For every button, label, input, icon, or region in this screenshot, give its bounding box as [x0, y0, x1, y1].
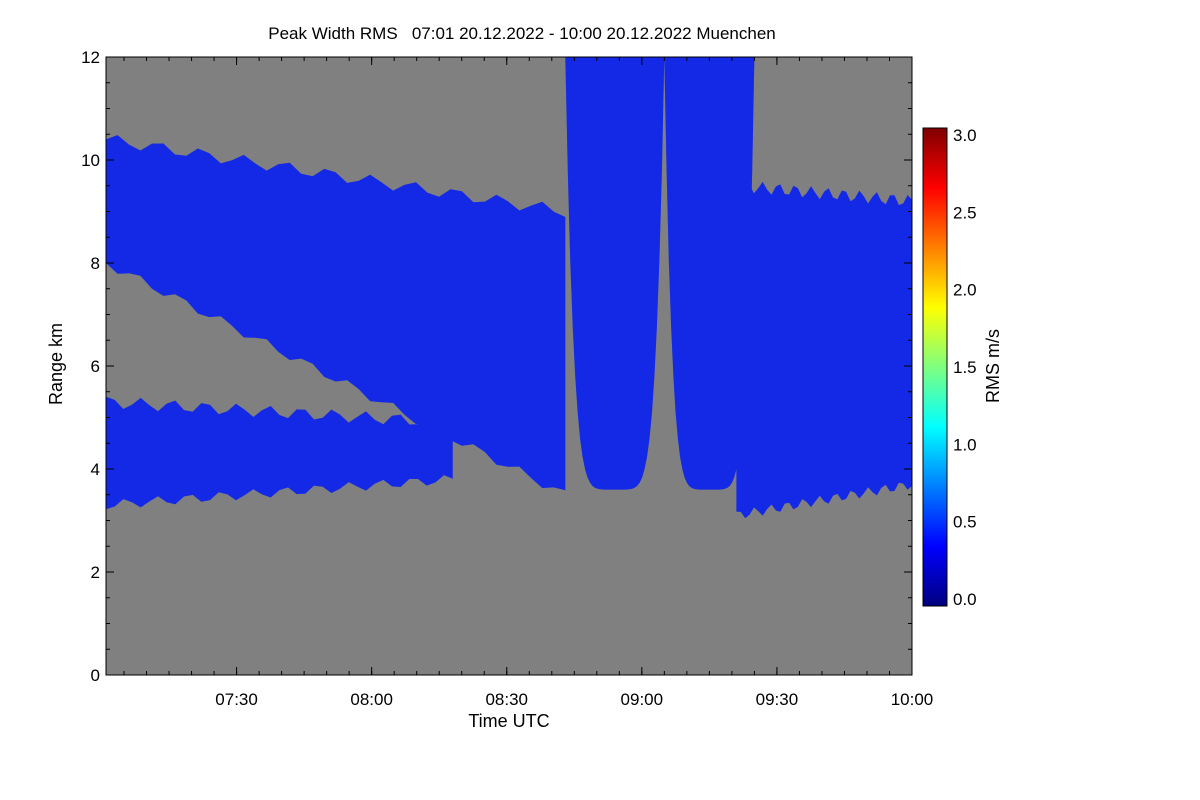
echo-region-shade	[664, 57, 755, 490]
y-tick-label: 4	[91, 460, 100, 479]
y-tick-label: 0	[91, 666, 100, 685]
colorbar-label: RMS m/s	[983, 329, 1003, 403]
x-axis: 07:30 08:00 08:30 09:00 09:30 10:00	[123, 57, 934, 709]
colorbar-tick-label: 3.0	[953, 126, 977, 145]
colorbar-tick-label: 2.0	[953, 281, 977, 300]
colorbar-tick-label: 0.5	[953, 513, 977, 532]
colorbar-tick-label: 2.5	[953, 203, 977, 222]
colorbar: 0.0 0.5 1.0 1.5 2.0 2.5 3.0 RMS m/s	[922, 126, 1003, 609]
echo-region-shade	[106, 135, 566, 491]
x-axis-label: Time UTC	[468, 711, 549, 731]
x-tick-label: 09:00	[621, 690, 664, 709]
echo-region-shade	[106, 396, 453, 510]
y-tick-label: 10	[81, 151, 100, 170]
colorbar-tick-label: 1.0	[953, 435, 977, 454]
echo-region-shade	[565, 57, 665, 490]
y-tick-label: 12	[81, 48, 100, 67]
y-tick-label: 8	[91, 254, 100, 273]
chart-title: Peak Width RMS 07:01 20.12.2022 - 10:00 …	[268, 24, 776, 43]
colorbar-tick-label: 1.5	[953, 358, 977, 377]
x-tick-label: 08:00	[350, 690, 393, 709]
echo-region	[106, 396, 453, 510]
echo-region	[565, 57, 665, 490]
plot-area	[105, 56, 913, 676]
colorbar-scale	[922, 127, 948, 607]
x-tick-label: 10:00	[891, 690, 934, 709]
colorbar-ticks: 0.0 0.5 1.0 1.5 2.0 2.5 3.0	[953, 126, 977, 609]
echo-layer	[106, 57, 912, 519]
y-tick-label: 2	[91, 563, 100, 582]
x-tick-label: 07:30	[215, 690, 258, 709]
echo-region	[736, 181, 912, 519]
x-tick-label: 08:30	[485, 690, 528, 709]
echo-region	[106, 135, 566, 491]
echo-region-shade	[736, 181, 912, 519]
x-tick-label: 09:30	[756, 690, 799, 709]
y-tick-label: 6	[91, 357, 100, 376]
echo-region	[664, 57, 755, 490]
y-axis-label: Range km	[46, 323, 66, 405]
y-axis: 0 2 4 6 8 10 12	[81, 48, 912, 685]
colorbar-tick-label: 0.0	[953, 590, 977, 609]
